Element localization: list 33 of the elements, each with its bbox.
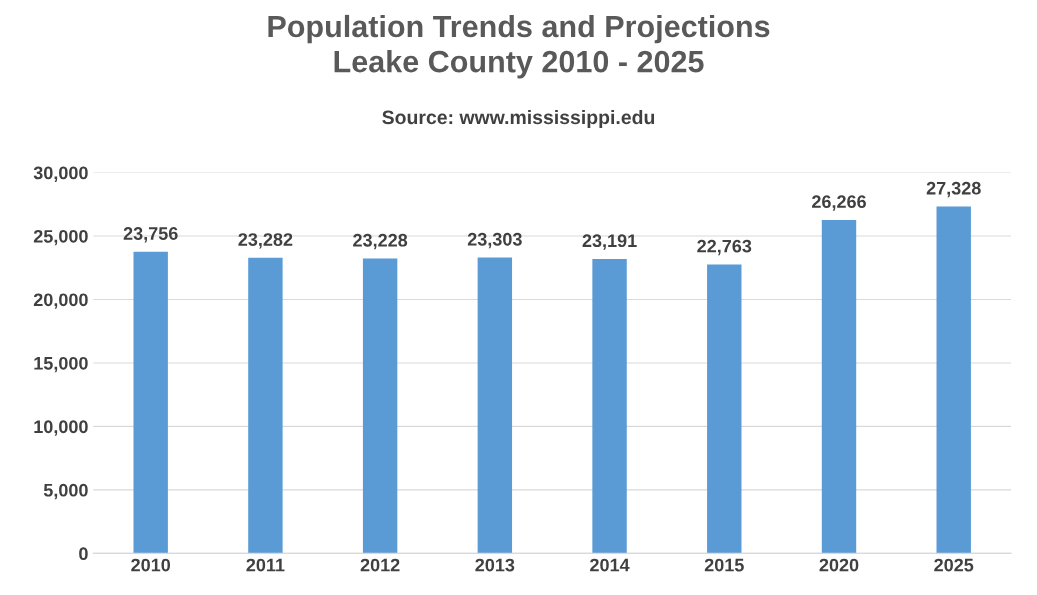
y-tick-label: 30,000 [33,166,88,182]
y-tick-label: 15,000 [34,356,88,373]
bar [133,251,168,554]
chart-title: Population Trends and Projections Leake County 2010 - 2025 [268,14,770,79]
x-tick-label: 2012 [360,558,400,572]
x-tick-label: 2015 [704,558,744,572]
x-tick-label: 2011 [246,558,285,572]
bar [821,219,857,554]
data-label: 22,763 [697,239,752,256]
x-tick-label: 2020 [819,558,859,572]
bar [936,206,971,554]
data-label: 26,266 [812,195,866,211]
x-tick-label: 2014 [590,558,630,572]
bar [477,257,513,554]
y-tick-label: 20,000 [33,293,88,309]
y-tick-label: 10,000 [34,420,88,436]
bar [362,258,398,554]
data-label: 23,191 [582,234,637,250]
bar [592,258,627,554]
y-tick-label: 5,000 [43,483,88,500]
data-label: 23,228 [353,233,408,250]
data-label: 23,282 [238,233,293,249]
y-tick-label: 0 [79,547,88,561]
data-label: 27,328 [926,181,981,198]
y-tick-label: 25,000 [33,229,88,246]
x-tick-label: 2013 [475,558,515,572]
x-tick-label: 2025 [934,558,974,572]
x-tick-label: 2010 [131,558,171,572]
chart-subtitle: Source: www.mississippi.edu [382,109,655,129]
data-label: 23,756 [123,227,178,243]
bar [248,257,283,554]
data-label: 23,303 [467,232,522,249]
bar [707,264,742,554]
